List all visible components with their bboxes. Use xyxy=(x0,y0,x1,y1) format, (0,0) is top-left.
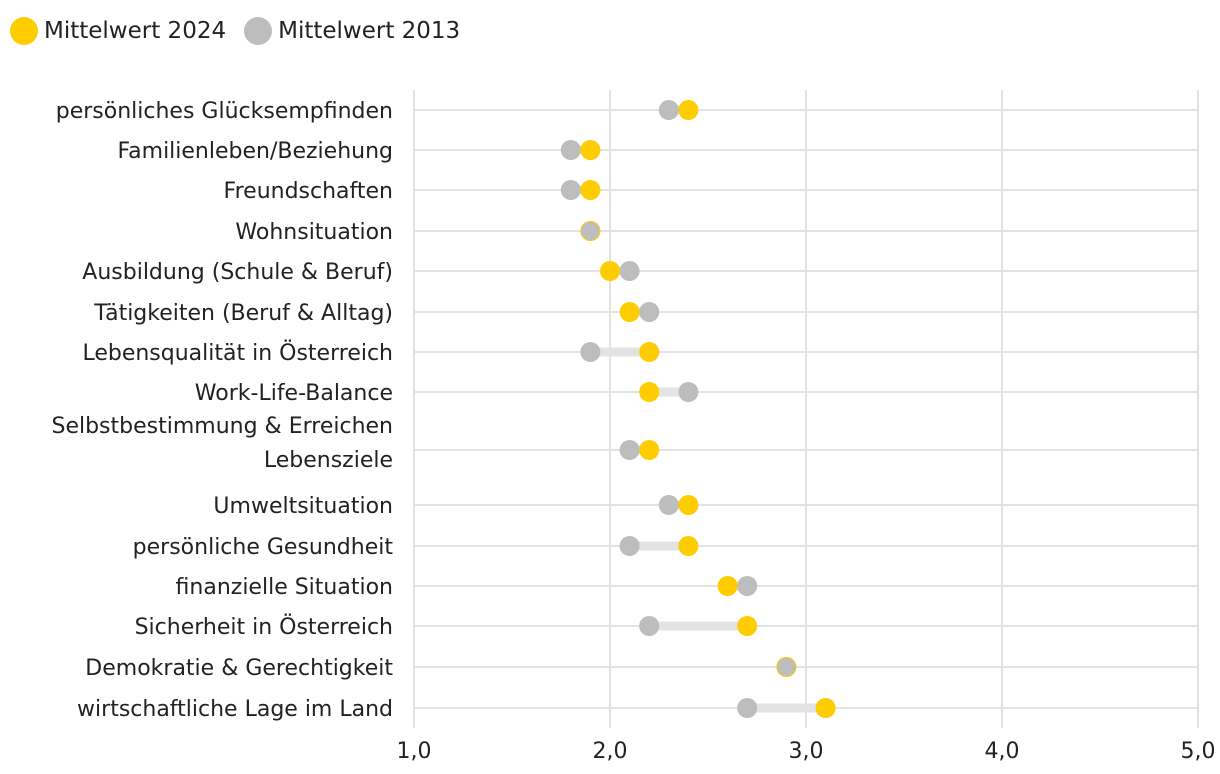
point-2024 xyxy=(580,140,601,160)
category-label: Lebensqualität in Österreich xyxy=(82,340,393,366)
x-tick-label: 5,0 xyxy=(1181,739,1216,764)
point-2013 xyxy=(639,302,660,322)
legend-item-2013: Mittelwert 2013 xyxy=(244,17,460,45)
category-label: persönliches Glücksempfinden xyxy=(56,99,393,124)
point-2013 xyxy=(737,576,758,596)
point-2024 xyxy=(619,302,640,322)
category-label: wirtschaftliche Lage im Land xyxy=(77,697,393,722)
point-2024 xyxy=(737,616,758,636)
point-2013 xyxy=(619,261,640,281)
point-2013-overlay xyxy=(581,222,600,240)
category-label: finanzielle Situation xyxy=(176,575,393,600)
category-label: Tätigkeiten (Beruf & Alltag) xyxy=(93,301,393,326)
category-label: persönliche Gesundheit xyxy=(133,535,394,560)
point-2013 xyxy=(580,342,601,362)
x-tick-label: 4,0 xyxy=(985,739,1020,764)
point-2024 xyxy=(717,576,738,596)
point-2024 xyxy=(639,342,660,362)
category-label: Umweltsituation xyxy=(213,494,393,519)
point-2024 xyxy=(678,495,699,515)
point-2013 xyxy=(678,382,699,402)
point-2024 xyxy=(815,698,836,718)
point-2024 xyxy=(678,100,699,120)
point-2024 xyxy=(600,261,620,281)
point-2013 xyxy=(737,698,758,718)
category-label: Familienleben/Beziehung xyxy=(118,139,393,164)
point-2013 xyxy=(560,140,581,160)
point-2013 xyxy=(639,616,660,636)
category-label: Lebensziele xyxy=(264,448,393,473)
x-tick-label: 1,0 xyxy=(397,739,432,764)
category-label: Selbstbestimmung & Erreichen xyxy=(51,414,393,439)
point-2013 xyxy=(658,100,679,120)
point-2013 xyxy=(658,495,679,515)
x-tick-label: 2,0 xyxy=(593,739,628,764)
legend-marker-2013 xyxy=(244,17,273,45)
legend-item-2024: Mittelwert 2024 xyxy=(10,17,226,45)
point-2024 xyxy=(639,440,660,460)
point-2024 xyxy=(639,382,660,402)
point-2013 xyxy=(619,536,640,556)
category-label: Work-Life-Balance xyxy=(195,381,393,406)
point-2013 xyxy=(619,440,640,460)
point-2013 xyxy=(560,180,581,200)
point-2024 xyxy=(580,180,601,200)
category-label: Wohnsituation xyxy=(235,220,393,245)
category-label: Sicherheit in Österreich xyxy=(135,614,393,640)
category-label: Demokratie & Gerechtigkeit xyxy=(85,656,393,681)
legend-label-2013: Mittelwert 2013 xyxy=(278,18,461,44)
category-label: Ausbildung (Schule & Beruf) xyxy=(82,260,393,285)
chart-legend: Mittelwert 2024 Mittelwert 2013 xyxy=(10,14,478,48)
category-label: Freundschaften xyxy=(224,179,393,204)
legend-marker-2024 xyxy=(10,17,38,45)
point-2024 xyxy=(678,536,699,556)
point-2013-overlay xyxy=(777,658,796,676)
legend-label-2024: Mittelwert 2024 xyxy=(44,18,227,44)
x-tick-label: 3,0 xyxy=(789,739,824,764)
